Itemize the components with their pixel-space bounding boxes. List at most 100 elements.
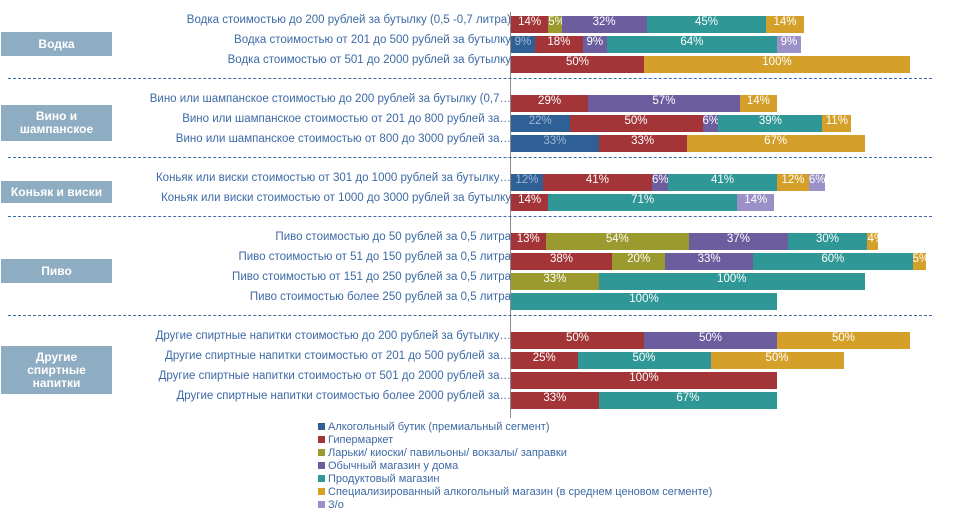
bar-segment: 4%: [867, 233, 884, 250]
row-label: Пиво стоимостью до 50 рублей за 0,5 литр…: [275, 231, 511, 243]
bar-segment: 30%: [787, 233, 868, 250]
group-divider: [8, 315, 932, 316]
row-label: Другие спиртные напитки стоимостью от 50…: [158, 370, 511, 382]
data-label: 50%: [632, 352, 656, 364]
data-label: 33%: [631, 135, 655, 147]
bar-segment: 100%: [598, 273, 865, 290]
legend-label: Продуктовый магазин: [328, 472, 440, 485]
bar-segment: 64%: [606, 36, 777, 53]
data-label: 20%: [627, 253, 651, 265]
data-label: 50%: [565, 332, 590, 344]
legend-label: Специализированный алкогольный магазин (…: [328, 485, 713, 498]
bar-segment: 37%: [689, 233, 788, 250]
group-label: Водка: [1, 32, 112, 56]
row-label: Коньяк или виски стоимостью от 1000 до 3…: [161, 192, 511, 204]
bar-segment: 9%: [511, 36, 535, 53]
bar-segment: 22%: [511, 115, 570, 132]
category-axis: [510, 12, 511, 418]
legend-item: З/о: [318, 498, 712, 511]
data-label: 37%: [726, 233, 750, 245]
data-label: 71%: [631, 194, 655, 206]
legend-label: Алкогольный бутик (премиальный сегмент): [328, 420, 550, 433]
bar-segment: 33%: [511, 273, 599, 290]
data-label: 33%: [697, 253, 721, 265]
row-label: Вино или шампанское стоимостью от 800 до…: [175, 133, 511, 145]
bar-segment: 41%: [542, 174, 652, 191]
legend-label: Ларьки/ киоски/ павильоны/ вокзалы/ запр…: [328, 446, 567, 459]
bar-segment: 9%: [582, 36, 607, 53]
bar-segment: 14%: [739, 95, 777, 112]
bar-segment: 14%: [511, 194, 549, 211]
data-label: 41%: [585, 174, 609, 186]
data-label: 18%: [547, 36, 571, 48]
bar-segment: 45%: [646, 16, 767, 33]
bar-segment: 50%: [569, 115, 703, 132]
data-label: 100%: [629, 293, 659, 305]
data-label: 13%: [516, 233, 540, 245]
data-label: 50%: [565, 56, 590, 68]
bar-segment: 33%: [511, 135, 599, 152]
data-label: 32%: [592, 16, 616, 28]
bar-segment: 6%: [702, 115, 720, 132]
bar-segment: 13%: [511, 233, 546, 250]
bar-segment: 33%: [511, 392, 599, 409]
data-label: 9%: [514, 36, 532, 48]
legend-swatch: [318, 462, 325, 469]
legend-label: Гипермаркет: [328, 433, 394, 446]
data-label: 45%: [694, 16, 719, 28]
data-label: 12%: [515, 174, 539, 186]
bar-segment: 50%: [777, 332, 910, 349]
legend-swatch: [318, 488, 325, 495]
data-label: 9%: [780, 36, 798, 48]
legend-swatch: [318, 449, 325, 456]
data-label: 14%: [746, 95, 770, 107]
legend-item: Продуктовый магазин: [318, 472, 712, 485]
group-divider: [8, 78, 932, 79]
legend-label: З/о: [328, 498, 344, 511]
data-label: 64%: [680, 36, 704, 48]
data-label: 33%: [543, 135, 567, 147]
data-label: 29%: [538, 95, 562, 107]
data-label: 5%: [548, 16, 565, 28]
legend-item: Гипермаркет: [318, 433, 712, 446]
data-label: 6%: [702, 115, 720, 127]
row-label: Пиво стоимостью от 51 до 150 рублей за 0…: [238, 251, 511, 263]
data-label: 9%: [586, 36, 604, 48]
bar-segment: 71%: [548, 194, 738, 211]
data-label: 100%: [762, 56, 792, 68]
data-label: 25%: [532, 352, 556, 364]
data-label: 4%: [867, 233, 885, 245]
data-label: 67%: [764, 135, 788, 147]
bar-segment: 57%: [588, 95, 740, 112]
bar-segment: 20%: [612, 253, 666, 270]
group-label: Другие спиртные напитки: [1, 346, 112, 394]
legend-swatch: [318, 423, 325, 430]
data-label: 33%: [543, 392, 567, 404]
bar-segment: 67%: [598, 392, 777, 409]
data-label: 14%: [518, 16, 542, 28]
row-label: Вино или шампанское стоимостью от 201 до…: [182, 113, 511, 125]
bar-segment: 100%: [511, 293, 777, 310]
data-label: 50%: [765, 352, 789, 364]
bar-segment: 14%: [766, 16, 804, 33]
row-label: Водка стоимостью от 201 до 500 рублей за…: [234, 34, 511, 46]
data-label: 67%: [676, 392, 700, 404]
group-label: Коньяк и виски: [1, 181, 112, 203]
legend-item: Алкогольный бутик (премиальный сегмент): [318, 420, 712, 433]
bar-segment: 39%: [718, 115, 823, 132]
bar-segment: 38%: [511, 253, 613, 270]
legend-swatch: [318, 436, 325, 443]
row-label: Водка стоимостью от 501 до 2000 рублей з…: [227, 54, 511, 66]
bar-segment: 12%: [777, 174, 809, 191]
bar-segment: 5%: [912, 253, 929, 270]
data-label: 30%: [816, 233, 840, 245]
data-label: 12%: [781, 174, 805, 186]
data-label: 14%: [518, 194, 542, 206]
group-divider: [8, 157, 932, 158]
bar-segment: 60%: [753, 253, 913, 270]
data-label: 22%: [528, 115, 552, 127]
row-label: Другие спиртные напитки стоимостью до 20…: [155, 330, 511, 342]
legend-swatch: [318, 501, 325, 508]
data-label: 41%: [710, 174, 734, 186]
